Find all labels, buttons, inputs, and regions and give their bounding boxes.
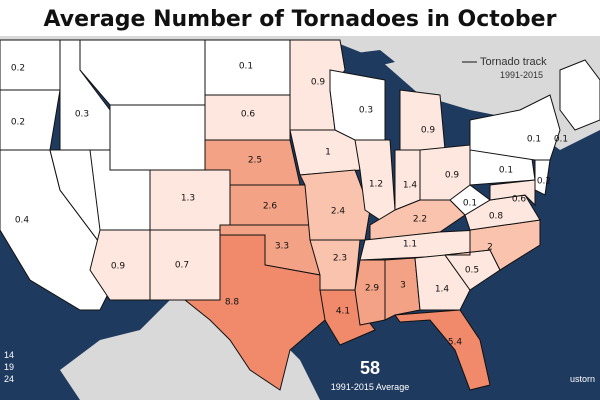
state-GA	[414, 254, 471, 311]
canada-land	[0, 36, 600, 150]
summary-total: 58	[360, 358, 380, 378]
state-MD	[489, 179, 536, 207]
state-MS	[354, 259, 386, 326]
state-value-OR: 0.2	[11, 118, 25, 128]
state-value-MS: 2.9	[365, 284, 380, 294]
state-value-CA: 0.4	[15, 216, 30, 226]
side-label-2: 19	[4, 362, 14, 372]
state-value-ME: 0.1	[554, 135, 568, 145]
state-value-MN: 0.9	[311, 78, 326, 88]
state-value-NJ: 0.2	[537, 177, 551, 187]
state-ME	[559, 59, 600, 131]
state-value-NY: 0.1	[527, 135, 541, 145]
state-value-VA: 0.8	[489, 212, 504, 222]
state-value-FL: 5.4	[448, 338, 463, 348]
state-value-CO: 1.3	[181, 194, 195, 204]
state-FL	[394, 309, 491, 391]
state-value-TN: 1.1	[403, 240, 417, 250]
state-value-TX: 8.8	[225, 298, 240, 308]
state-TX	[175, 234, 331, 391]
state-value-LA: 4.1	[336, 307, 350, 317]
state-value-ID: 0.3	[75, 110, 89, 120]
state-value-SC: 0.5	[465, 266, 479, 276]
state-value-KY: 2.2	[413, 215, 427, 225]
page-title: Average Number of Tornadoes in October	[44, 7, 557, 32]
state-value-GA: 1.4	[435, 285, 450, 295]
lake-superior	[340, 50, 395, 70]
track-legend-years: 1991-2015	[500, 70, 543, 80]
title-bar	[0, 0, 600, 36]
state-value-OH: 0.9	[445, 171, 460, 181]
state-value-NM: 0.7	[175, 261, 189, 271]
state-value-IN: 1.4	[403, 181, 418, 191]
state-value-WA: 0.2	[11, 64, 25, 74]
state-value-AR: 2.3	[333, 254, 347, 264]
state-value-SD: 0.6	[241, 110, 256, 120]
state-value-WI: 0.3	[359, 106, 373, 116]
state-value-OK: 3.3	[275, 242, 289, 252]
state-WY	[109, 104, 206, 171]
track-legend-label: Tornado track	[480, 56, 547, 68]
state-value-MI: 0.9	[421, 126, 436, 136]
state-value-PA: 0.1	[499, 166, 513, 176]
state-MI	[399, 89, 446, 156]
state-value-IA: 1	[325, 148, 331, 158]
state-value-IL: 1.2	[369, 180, 383, 190]
state-NC	[444, 219, 541, 271]
states-layer	[0, 39, 600, 391]
side-label-1: 14	[4, 350, 14, 360]
state-value-AL: 3	[400, 281, 406, 291]
state-WI	[329, 69, 386, 141]
state-value-MD: 0.6	[512, 195, 527, 205]
state-AL	[384, 257, 421, 321]
state-value-WV: 0.1	[463, 199, 477, 209]
state-WA	[0, 39, 61, 91]
labels-layer: 0.2 0.2 0.3 0.4 0.9 1.3 0.7 0.1 0.6 2.5 2.6 3.3 8.8 0…	[11, 62, 568, 348]
credit-label: ustorn	[570, 374, 595, 384]
state-NY	[469, 94, 561, 161]
side-label-3: 24	[4, 374, 14, 384]
summary-caption: 1991-2015 Average	[331, 382, 409, 392]
state-value-NC: 2	[487, 243, 493, 253]
state-value-MO: 2.4	[331, 207, 346, 217]
state-value-NE: 2.5	[248, 156, 262, 166]
state-value-KS: 2.6	[263, 202, 278, 212]
state-OR	[0, 89, 61, 151]
state-value-AZ: 0.9	[111, 262, 126, 272]
state-value-ND: 0.1	[239, 62, 253, 72]
